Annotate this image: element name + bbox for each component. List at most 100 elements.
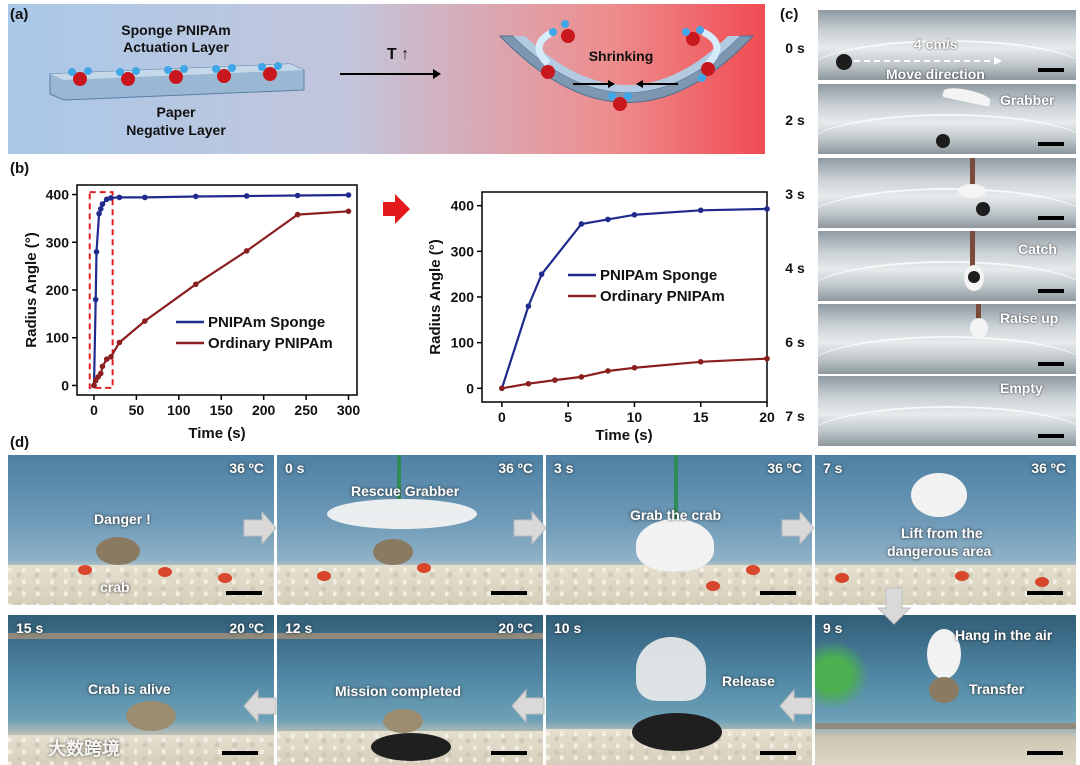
rod	[674, 455, 678, 521]
frame-time-4: 6 s	[785, 334, 805, 350]
photo-mission-completed: 12 s 20 ºC Mission completed	[277, 615, 543, 765]
photo-8-caption-2: Transfer	[969, 681, 1025, 697]
scale-bar	[1038, 216, 1064, 220]
chart-right-legend-series-2: Ordinary PNIPAm	[600, 288, 725, 305]
series-0-point-6	[103, 196, 110, 203]
crab	[373, 539, 413, 565]
arrow-left-icon	[511, 688, 545, 724]
x-tick-label-1: 50	[129, 402, 145, 418]
photo-rescue-grabber: 0 s 36 ºC Rescue Grabber	[277, 455, 543, 605]
photo-danger: 36 ºC Danger ! crab	[8, 455, 274, 605]
rod	[976, 304, 981, 320]
chart-right-marks	[499, 206, 770, 392]
series-0-point-2	[538, 271, 545, 277]
series-0-point-9	[142, 194, 148, 201]
series-1-point-5	[631, 364, 638, 371]
photo-5-caption: Crab is alive	[88, 681, 171, 697]
rock	[371, 733, 451, 761]
photo-1-temp: 36 ºC	[229, 460, 264, 476]
grabber-closed	[927, 629, 961, 679]
y-tick-label-3: 300	[46, 234, 70, 250]
photo-5-time: 15 s	[16, 620, 44, 636]
photo-3-time: 3 s	[554, 460, 574, 476]
x-tick-label-2: 10	[627, 409, 643, 425]
photo-3-temp: 36 ºC	[767, 460, 802, 476]
crab	[96, 537, 140, 565]
x-tick-label-5: 250	[294, 402, 318, 418]
rock	[632, 713, 722, 751]
dashed-arrow-icon	[854, 57, 1002, 65]
frame-4s: Catch	[818, 231, 1076, 301]
photo-5-temp: 20 ºC	[229, 620, 264, 636]
chart-right-ylabel: Radius Angle (°)	[427, 239, 444, 354]
series-1-point-1	[525, 380, 532, 387]
chart-left-ylabel: Radius Angle (°)	[23, 232, 40, 347]
chart-right-legend: PNIPAm Sponge Ordinary PNIPAm	[568, 267, 725, 305]
scale-bar	[1038, 289, 1064, 293]
bottom-layer-label-1: Paper	[156, 104, 196, 120]
series-0-point-7	[108, 195, 114, 201]
photo-2-caption: Rescue Grabber	[351, 483, 460, 499]
top-layer-label-1: Sponge PNIPAm	[121, 22, 231, 38]
series-0-point-5	[99, 201, 106, 207]
empty-label: Empty	[1000, 380, 1043, 396]
shrinking-label: Shrinking	[588, 48, 654, 64]
photo-8-time: 9 s	[823, 620, 843, 636]
series-1-point-11	[294, 211, 301, 218]
frame-3s	[818, 158, 1076, 228]
series-0-point-4	[605, 216, 611, 223]
red-arrow-icon	[383, 194, 410, 224]
series-line-0	[500, 207, 768, 389]
grabber-shape	[942, 85, 992, 107]
y-tick-label-3: 300	[451, 243, 475, 259]
catch-label: Catch	[1018, 241, 1057, 257]
grabber-closed	[911, 473, 967, 517]
frame-6s: Raise up	[818, 304, 1076, 374]
series-0-point-2	[93, 249, 100, 255]
series-0-point-3	[96, 210, 102, 217]
bottom-layer-label-2: Negative Layer	[126, 122, 226, 138]
grabber-shape	[970, 318, 988, 338]
x-tick-label-0: 0	[90, 402, 98, 418]
arrow-right-icon	[513, 510, 547, 546]
panel-a-schematic: Sponge PNIPAm Actuation Layer Paper Nega…	[8, 4, 765, 154]
panel-label-d: (d)	[10, 434, 30, 451]
x-tick-label-0: 0	[498, 409, 506, 425]
series-1-point-7	[764, 355, 770, 362]
photo-crab-alive: 15 s 20 ºC Crab is alive 大数跨境	[8, 615, 274, 765]
series-1-point-6	[697, 359, 704, 365]
series-0-point-12	[294, 192, 301, 199]
ball	[968, 271, 980, 283]
crab	[383, 709, 423, 733]
rod	[970, 158, 975, 188]
series-1-point-7	[116, 339, 123, 346]
panel-a-drawing	[49, 20, 755, 111]
frame-time-5: 7 s	[785, 408, 805, 424]
scale-bar	[1027, 751, 1063, 755]
frame-time-2: 3 s	[785, 186, 805, 202]
y-tick-label-2: 200	[46, 282, 70, 298]
scale-bar	[491, 591, 527, 595]
frame-2s: Grabber	[818, 84, 1076, 154]
grabber-shape	[958, 184, 986, 198]
scale-bar	[491, 751, 527, 755]
series-0-point-11	[243, 193, 250, 199]
scale-bar	[1027, 591, 1063, 595]
frame-time-3: 4 s	[785, 260, 805, 276]
series-0-point-10	[192, 193, 199, 200]
photo-7-time: 10 s	[554, 620, 582, 636]
series-0-point-5	[631, 212, 638, 218]
x-tick-label-4: 20	[759, 409, 775, 425]
panel-b-charts: Time (s) Radius Angle (°) 0 50 100 150 200 25…	[23, 184, 775, 444]
x-tick-label-4: 200	[252, 402, 276, 418]
series-line-1	[92, 210, 349, 386]
series-1-point-5	[103, 356, 110, 363]
series-0-point-4	[97, 206, 104, 212]
top-layer-label-2: Actuation Layer	[123, 39, 229, 55]
scale-bar	[226, 591, 262, 595]
photo-1-caption-2: crab	[100, 579, 130, 595]
x-tick-label-1: 5	[564, 409, 572, 425]
series-1-point-6	[108, 354, 114, 360]
photo-2-time: 0 s	[285, 460, 305, 476]
series-1-point-3	[578, 374, 585, 380]
